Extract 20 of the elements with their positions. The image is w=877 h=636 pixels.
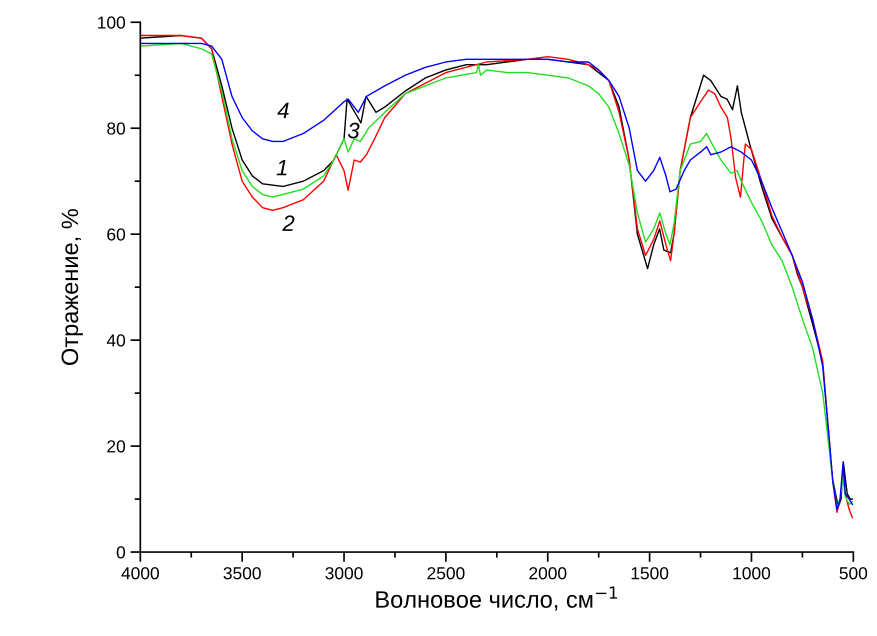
x-tick-label: 4000: [121, 567, 159, 580]
y-tick-label: 20: [107, 440, 126, 453]
y-tick-label: 80: [107, 122, 126, 135]
x-tick-label: 1000: [733, 567, 770, 580]
y-tick-label: 40: [106, 334, 126, 347]
x-tick-label: 2500: [427, 567, 465, 580]
y-tick-label: 60: [107, 228, 126, 241]
x-tick-label: 2000: [529, 567, 566, 580]
y-tick-label: 0: [116, 546, 126, 559]
x-tick-label: 500: [840, 567, 868, 580]
x-axis-title: Волновое число, см$^{−1}$: [376, 586, 618, 611]
series-label: 1: [276, 160, 287, 176]
y-tick-label: 100: [98, 16, 126, 29]
series-label: 3: [348, 122, 360, 138]
x-tick-label: 1500: [632, 567, 668, 580]
x-tick-label: 3500: [224, 567, 261, 580]
series-label: 2: [282, 215, 294, 231]
x-tick-label: 3000: [325, 567, 363, 580]
y-axis-title: Отражение, %: [62, 209, 83, 365]
series-label: 4: [277, 102, 289, 118]
